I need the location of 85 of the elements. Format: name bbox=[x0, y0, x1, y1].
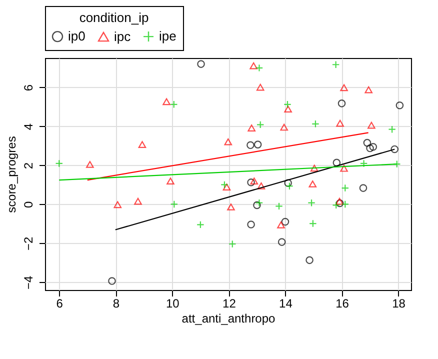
point bbox=[360, 160, 368, 168]
point bbox=[308, 180, 317, 188]
y-axis-title: score_progres bbox=[4, 136, 18, 213]
legend-title: condition_ip bbox=[79, 10, 149, 25]
point bbox=[108, 277, 116, 285]
point bbox=[309, 220, 317, 228]
x-tick-label: 10 bbox=[166, 296, 180, 310]
point bbox=[197, 60, 205, 68]
point bbox=[332, 158, 341, 167]
point bbox=[396, 101, 404, 110]
point bbox=[286, 182, 294, 190]
x-tick-label: 6 bbox=[56, 296, 64, 310]
y-tick-label: 0 bbox=[22, 201, 36, 208]
point bbox=[196, 220, 204, 229]
point bbox=[332, 201, 340, 210]
point bbox=[248, 124, 256, 132]
point bbox=[256, 84, 264, 91]
point bbox=[254, 140, 262, 148]
point bbox=[257, 182, 266, 190]
point bbox=[336, 120, 344, 127]
point bbox=[312, 120, 320, 128]
y-tick-label: −4 bbox=[22, 276, 36, 290]
y-tick-label: −2 bbox=[22, 236, 36, 251]
point bbox=[332, 60, 340, 69]
legend-label: ipc bbox=[114, 28, 132, 44]
y-tick-label: 4 bbox=[22, 123, 36, 130]
point bbox=[255, 64, 264, 72]
point bbox=[162, 98, 170, 106]
point bbox=[388, 125, 396, 134]
point bbox=[166, 178, 174, 184]
point bbox=[340, 164, 348, 172]
point bbox=[55, 160, 64, 168]
point bbox=[220, 180, 228, 189]
point bbox=[250, 178, 258, 184]
point bbox=[250, 62, 258, 70]
point bbox=[114, 201, 122, 208]
x-tick-label: 16 bbox=[336, 296, 350, 310]
x-tick-label: 8 bbox=[112, 296, 120, 310]
point bbox=[275, 202, 283, 210]
point bbox=[170, 200, 178, 208]
point bbox=[170, 100, 178, 108]
point bbox=[284, 106, 292, 113]
point bbox=[308, 198, 316, 207]
point bbox=[306, 256, 314, 264]
y-tick-label: 2 bbox=[22, 162, 36, 170]
point bbox=[390, 145, 399, 154]
point bbox=[281, 218, 290, 226]
point bbox=[247, 220, 255, 228]
point bbox=[280, 124, 288, 131]
x-tick-label: 14 bbox=[279, 296, 293, 310]
point bbox=[284, 100, 292, 108]
point bbox=[363, 138, 372, 147]
point bbox=[246, 141, 254, 150]
y-tick-label: 6 bbox=[22, 84, 36, 92]
point bbox=[224, 138, 232, 146]
point bbox=[253, 201, 261, 210]
point bbox=[222, 184, 231, 191]
point bbox=[138, 141, 146, 148]
point bbox=[359, 184, 368, 192]
point bbox=[256, 120, 264, 129]
point bbox=[336, 198, 344, 205]
point bbox=[338, 100, 346, 108]
point bbox=[86, 160, 94, 168]
point bbox=[366, 144, 374, 152]
point bbox=[277, 221, 285, 228]
point bbox=[247, 178, 255, 186]
point bbox=[368, 122, 376, 129]
point bbox=[336, 199, 344, 208]
point bbox=[227, 203, 235, 210]
point bbox=[278, 238, 286, 246]
point bbox=[364, 86, 373, 94]
point bbox=[341, 200, 350, 208]
point bbox=[341, 184, 350, 192]
x-axis-title: att_anti_anthropo bbox=[182, 312, 276, 326]
point bbox=[340, 84, 348, 92]
x-tick-label: 18 bbox=[392, 296, 406, 310]
legend-label: ip0 bbox=[68, 28, 86, 44]
point bbox=[284, 179, 292, 187]
point bbox=[134, 198, 142, 205]
legend-label: ipe bbox=[159, 28, 176, 44]
point bbox=[228, 240, 236, 248]
point bbox=[255, 198, 264, 207]
point bbox=[310, 164, 318, 172]
point bbox=[369, 143, 378, 151]
x-tick-label: 12 bbox=[222, 296, 236, 310]
